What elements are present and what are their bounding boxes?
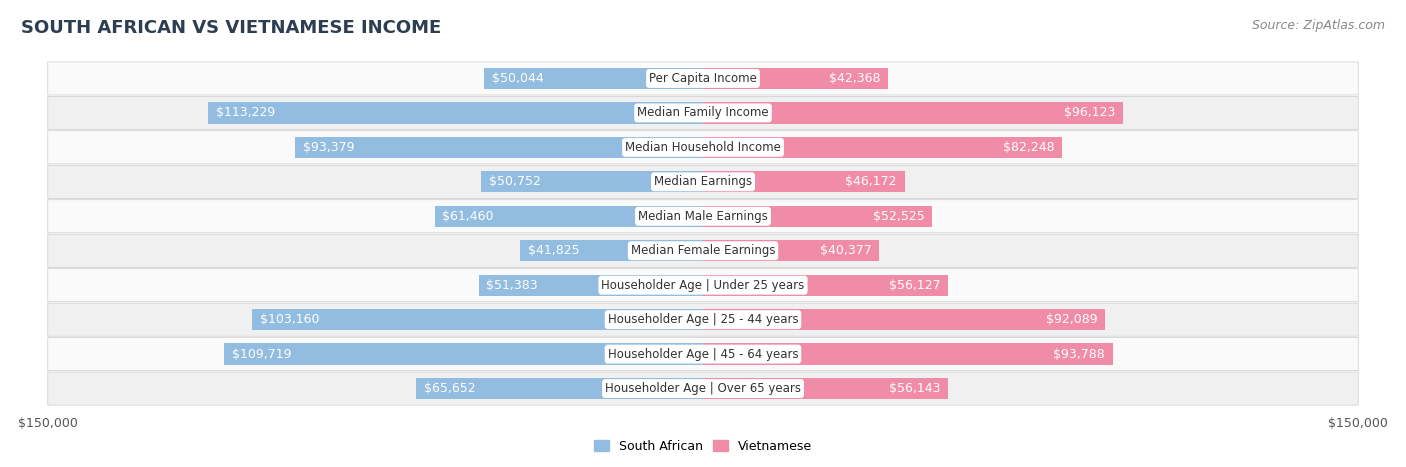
Text: Householder Age | 45 - 64 years: Householder Age | 45 - 64 years bbox=[607, 347, 799, 361]
Text: $42,368: $42,368 bbox=[828, 72, 880, 85]
FancyBboxPatch shape bbox=[48, 96, 1358, 129]
Text: Median Female Earnings: Median Female Earnings bbox=[631, 244, 775, 257]
Text: Source: ZipAtlas.com: Source: ZipAtlas.com bbox=[1251, 19, 1385, 32]
Bar bbox=[481, 171, 703, 192]
FancyBboxPatch shape bbox=[48, 131, 1358, 164]
Text: $61,460: $61,460 bbox=[443, 210, 494, 223]
Bar bbox=[434, 205, 703, 227]
FancyBboxPatch shape bbox=[48, 269, 1358, 302]
Text: $93,379: $93,379 bbox=[302, 141, 354, 154]
Text: $50,752: $50,752 bbox=[489, 175, 541, 188]
Bar bbox=[478, 275, 703, 296]
Text: SOUTH AFRICAN VS VIETNAMESE INCOME: SOUTH AFRICAN VS VIETNAMESE INCOME bbox=[21, 19, 441, 37]
Text: $93,788: $93,788 bbox=[1053, 347, 1105, 361]
Text: $82,248: $82,248 bbox=[1002, 141, 1054, 154]
Text: Median Household Income: Median Household Income bbox=[626, 141, 780, 154]
FancyBboxPatch shape bbox=[48, 200, 1358, 233]
Bar bbox=[703, 378, 948, 399]
Text: Median Family Income: Median Family Income bbox=[637, 106, 769, 120]
Bar bbox=[703, 240, 879, 262]
Bar bbox=[703, 171, 904, 192]
FancyBboxPatch shape bbox=[48, 234, 1358, 267]
Bar bbox=[703, 205, 932, 227]
Text: $96,123: $96,123 bbox=[1064, 106, 1115, 120]
Legend: South African, Vietnamese: South African, Vietnamese bbox=[589, 435, 817, 458]
Bar bbox=[703, 68, 889, 89]
Text: $41,825: $41,825 bbox=[529, 244, 579, 257]
Text: Median Earnings: Median Earnings bbox=[654, 175, 752, 188]
FancyBboxPatch shape bbox=[48, 62, 1358, 95]
Text: $65,652: $65,652 bbox=[425, 382, 475, 395]
Text: $113,229: $113,229 bbox=[217, 106, 276, 120]
Text: $56,143: $56,143 bbox=[889, 382, 941, 395]
Text: $51,383: $51,383 bbox=[486, 279, 538, 292]
Text: $40,377: $40,377 bbox=[820, 244, 872, 257]
Bar bbox=[703, 102, 1123, 124]
Text: $92,089: $92,089 bbox=[1046, 313, 1098, 326]
Text: Householder Age | Under 25 years: Householder Age | Under 25 years bbox=[602, 279, 804, 292]
Bar bbox=[485, 68, 703, 89]
Bar bbox=[520, 240, 703, 262]
Text: $103,160: $103,160 bbox=[260, 313, 319, 326]
Bar bbox=[208, 102, 703, 124]
Bar bbox=[703, 309, 1105, 330]
Bar bbox=[224, 343, 703, 365]
Text: $52,525: $52,525 bbox=[873, 210, 925, 223]
FancyBboxPatch shape bbox=[48, 338, 1358, 371]
Text: Householder Age | Over 65 years: Householder Age | Over 65 years bbox=[605, 382, 801, 395]
Bar bbox=[295, 137, 703, 158]
Bar bbox=[703, 343, 1112, 365]
Text: $56,127: $56,127 bbox=[889, 279, 941, 292]
Text: $50,044: $50,044 bbox=[492, 72, 544, 85]
Text: Per Capita Income: Per Capita Income bbox=[650, 72, 756, 85]
Bar bbox=[703, 275, 948, 296]
Text: $46,172: $46,172 bbox=[845, 175, 897, 188]
Bar bbox=[253, 309, 703, 330]
FancyBboxPatch shape bbox=[48, 372, 1358, 405]
Text: Median Male Earnings: Median Male Earnings bbox=[638, 210, 768, 223]
Bar bbox=[703, 137, 1063, 158]
Text: $109,719: $109,719 bbox=[232, 347, 291, 361]
FancyBboxPatch shape bbox=[48, 165, 1358, 198]
Text: Householder Age | 25 - 44 years: Householder Age | 25 - 44 years bbox=[607, 313, 799, 326]
FancyBboxPatch shape bbox=[48, 303, 1358, 336]
Bar bbox=[416, 378, 703, 399]
